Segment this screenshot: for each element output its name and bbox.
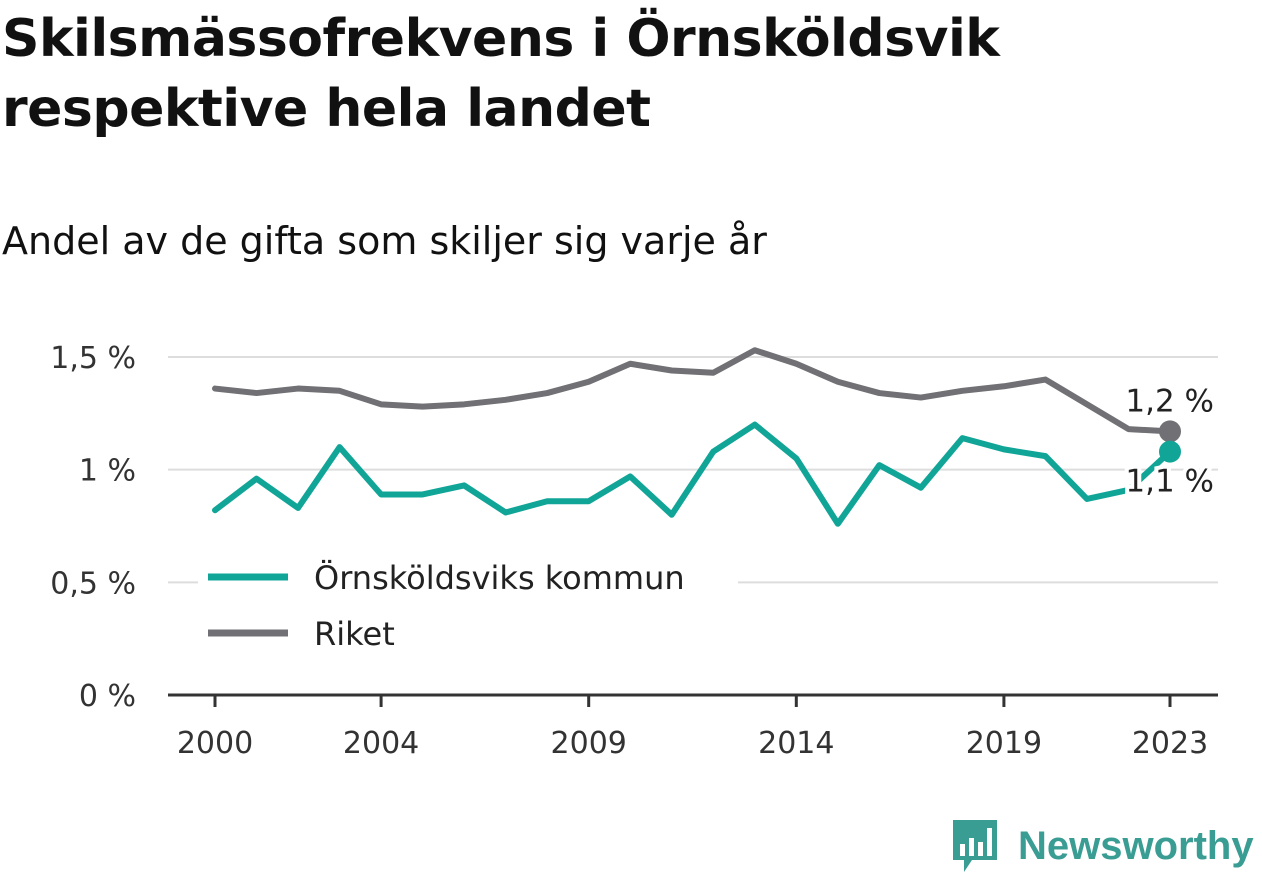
end-point-riket [1159, 420, 1181, 443]
y-tick-label: 0 % [79, 679, 136, 714]
newsworthy-bars-icon [953, 820, 997, 872]
x-tick-label: 2000 [177, 726, 253, 761]
y-tick-label: 1,5 % [50, 341, 136, 376]
legend: Örnsköldsviks kommun Riket [198, 547, 738, 653]
x-tick-label: 2019 [966, 726, 1042, 761]
end-point-ornskoldsvik [1159, 440, 1181, 463]
legend-background [198, 547, 738, 595]
x-tick-label: 2009 [551, 726, 627, 761]
brand-name: Newsworthy [1018, 823, 1254, 868]
legend-background [198, 603, 738, 651]
chart-subtitle: Andel av de gifta som skiljer sig varje … [2, 219, 767, 263]
legend-label-ornskoldsvik: Örnsköldsviks kommun [314, 559, 685, 597]
end-label-riket: 1,2 % [1125, 383, 1214, 419]
x-tick-label: 2014 [758, 726, 834, 761]
grid-lines: 0 % 0,5 % 1 % 1,5 % [50, 341, 1218, 714]
x-tick-label: 2004 [343, 726, 419, 761]
line-chart: 0 % 0,5 % 1 % 1,5 % 2000 2004 2009 2014 2019 202… [50, 341, 1218, 761]
y-tick-label: 0,5 % [50, 566, 136, 601]
y-tick-label: 1 % [79, 454, 136, 489]
newsworthy-logo: Newsworthy [950, 816, 1254, 876]
x-tick-label: 2023 [1132, 726, 1208, 761]
series-line-riket [212, 347, 1173, 435]
legend-label-riket: Riket [314, 615, 395, 653]
end-labels: 1,2 % 1,1 % [1121, 383, 1218, 503]
series-lines [212, 347, 1181, 527]
x-axis: 2000 2004 2009 2014 2019 2023 [168, 693, 1218, 761]
end-label-ornskoldsvik: 1,1 % [1125, 464, 1214, 500]
series-line-ornskoldsvik [212, 421, 1173, 527]
chart-title: Skilsmässofrekvens i Örnsköldsvik respek… [2, 9, 1000, 139]
